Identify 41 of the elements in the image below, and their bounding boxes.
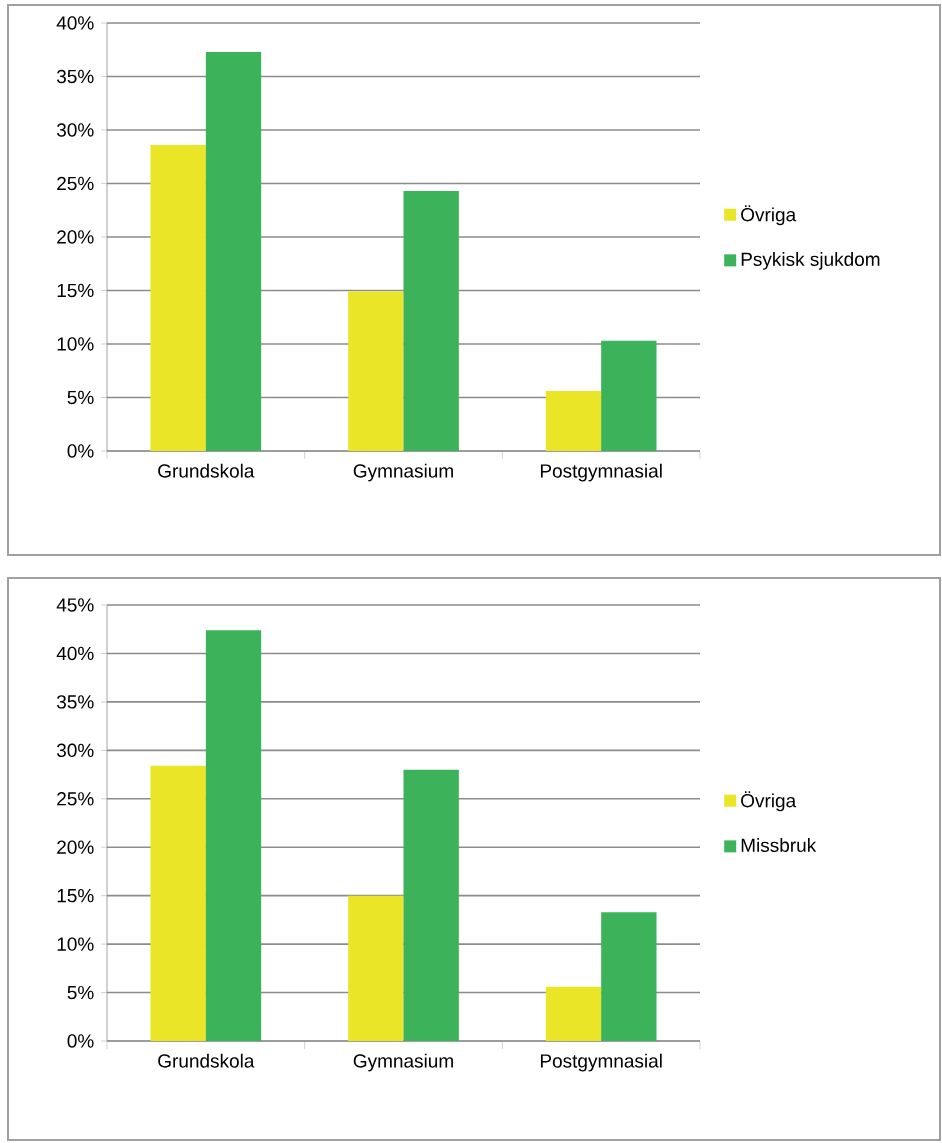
- x-tick-label: Grundskola: [158, 1053, 255, 1068]
- y-tick-label: 25%: [57, 176, 94, 191]
- bar: [545, 391, 602, 451]
- bar: [150, 765, 206, 1041]
- y-tick-label: 10%: [57, 937, 94, 951]
- y-tick-label: 30%: [56, 123, 94, 137]
- y-tick-label: 15%: [57, 888, 94, 903]
- y-tick-label: 20%: [57, 840, 94, 854]
- y-tick-label: 40%: [56, 16, 94, 30]
- y-tick-label: 35%: [56, 695, 94, 709]
- legend-label: Övriga: [741, 791, 797, 812]
- x-tick-label: Postgymnasial: [540, 463, 662, 482]
- y-tick-label: 15%: [57, 283, 94, 298]
- bar: [545, 986, 602, 1041]
- bar: [205, 51, 262, 451]
- y-tick-label: 35%: [56, 69, 94, 84]
- x-tick-label: Grundskola: [158, 463, 255, 478]
- bar: [348, 291, 404, 451]
- x-tick-label: Gymnasium: [353, 463, 453, 482]
- bar: [601, 340, 657, 451]
- bar: [205, 630, 262, 1041]
- y-tick-label: 40%: [56, 646, 94, 661]
- legend-label: Psykisk sjukdom: [741, 252, 880, 270]
- bar: [403, 190, 459, 451]
- legend-label: Missbruk: [741, 838, 817, 853]
- x-tick-label: Postgymnasial: [540, 1053, 662, 1072]
- y-tick-label: 20%: [57, 230, 94, 244]
- bar: [601, 912, 657, 1041]
- y-tick-label: 45%: [56, 598, 94, 612]
- y-tick-label: 10%: [57, 337, 94, 351]
- x-tick-label: Gymnasium: [353, 1053, 453, 1072]
- y-tick-label: 0%: [67, 1034, 94, 1048]
- legend-label: Övriga: [741, 205, 797, 226]
- y-tick-label: 0%: [67, 444, 94, 458]
- bar: [150, 144, 206, 451]
- y-tick-label: 5%: [67, 390, 94, 405]
- bar: [348, 895, 404, 1041]
- y-tick-label: 25%: [57, 792, 94, 806]
- y-tick-label: 5%: [67, 985, 94, 1000]
- bar: [403, 769, 459, 1041]
- y-tick-label: 30%: [56, 743, 94, 758]
